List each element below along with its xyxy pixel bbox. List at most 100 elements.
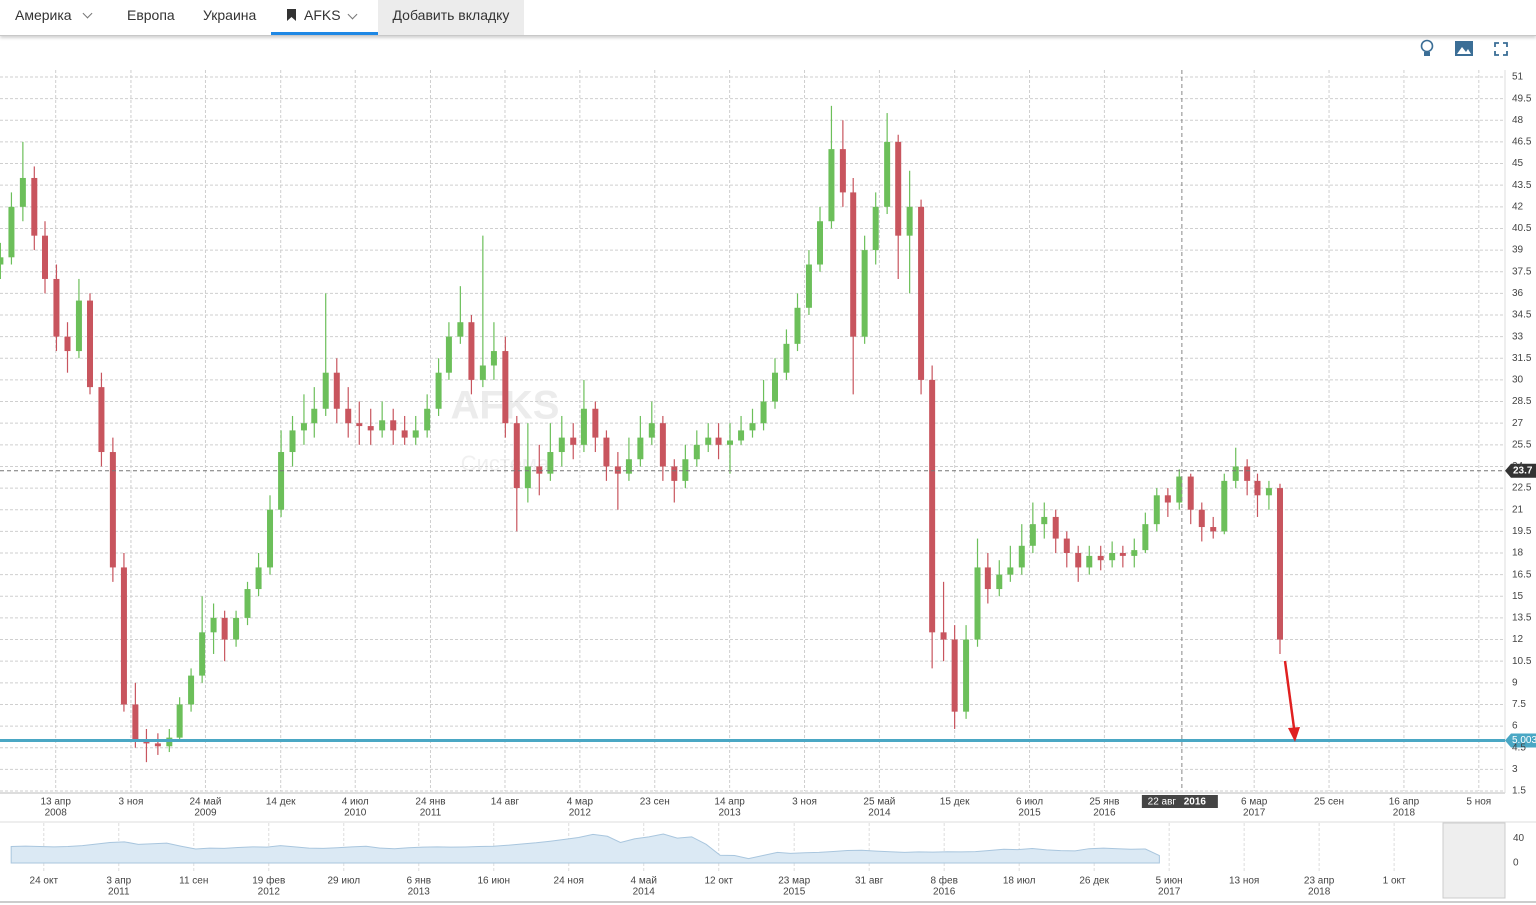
navigator-tick-label: 24 окт: [30, 876, 59, 887]
x-tick-year: 2012: [569, 808, 592, 819]
candle-body: [435, 372, 442, 409]
candle-body: [42, 235, 49, 279]
bookmark-icon: [287, 9, 296, 21]
fullscreen-button[interactable]: [1494, 42, 1508, 56]
y-tick-label: 7.5: [1512, 699, 1526, 710]
y-tick-label: 22.5: [1512, 483, 1532, 494]
candle-body: [53, 278, 60, 337]
candle-body: [1244, 466, 1251, 481]
navigator-tick-label: 3 апр: [106, 876, 131, 887]
y-tick-label: 37.5: [1512, 266, 1532, 277]
candle-body: [333, 372, 340, 409]
navigator-tick-year: 2013: [408, 887, 431, 898]
candle-body: [648, 423, 655, 438]
candle-body: [794, 307, 801, 344]
candle-body: [547, 452, 554, 474]
candle-body: [592, 408, 599, 438]
navigator-tick-label: 6 янв: [406, 876, 431, 887]
candle-body: [1052, 516, 1059, 539]
navigator-y-label: 0: [1513, 858, 1519, 869]
candle-body: [1097, 555, 1104, 561]
candle-body: [513, 423, 520, 489]
candle-body: [1086, 555, 1093, 568]
candle-body: [210, 617, 217, 633]
y-tick-label: 21: [1512, 504, 1524, 515]
x-tick-label: 6 мар: [1241, 797, 1268, 808]
marks-layer: [0, 105, 1283, 864]
candle-body: [445, 336, 452, 373]
candle-body: [906, 206, 913, 236]
tab[interactable]: Украина: [203, 0, 256, 35]
navigator-tick-year: 2016: [933, 887, 956, 898]
candle-body: [8, 206, 15, 258]
navigator-area: [10, 833, 1160, 864]
candle-body: [984, 567, 991, 590]
navigator-tick-label: 11 сен: [179, 876, 208, 887]
idea-button[interactable]: [1420, 39, 1434, 57]
x-tick-label: 4 мар: [567, 797, 594, 808]
candle-body: [233, 617, 240, 640]
y-tick-label: 19.5: [1512, 526, 1532, 537]
candle-body: [0, 257, 4, 265]
candle-body: [1029, 524, 1036, 546]
y-tick-label: 25.5: [1512, 439, 1532, 450]
add-tab-button[interactable]: Добавить вкладку: [378, 0, 524, 35]
tab-label: Европа: [127, 7, 175, 23]
candle-body: [839, 149, 846, 193]
y-tick-label: 10.5: [1512, 656, 1532, 667]
x-tick-label: 4 июл: [342, 797, 369, 808]
candle-body: [1221, 480, 1228, 532]
candle-body: [861, 250, 868, 337]
navigator-tick-year: 2011: [108, 887, 130, 898]
last-price-marker: [1505, 463, 1536, 478]
y-tick-label: 48: [1512, 115, 1524, 126]
y-tick-label: 12: [1512, 634, 1524, 645]
tab-label: Украина: [203, 7, 257, 23]
candle-body: [1018, 545, 1025, 568]
candle-body: [278, 452, 285, 510]
candle-body: [1176, 476, 1183, 503]
y-tick-label: 18: [1512, 548, 1524, 559]
candle-body: [1232, 466, 1239, 481]
x-tick-label: 14 авг: [491, 797, 520, 808]
candle-body: [760, 401, 767, 424]
candle-body: [289, 430, 296, 453]
candle-body: [1063, 538, 1070, 553]
candle-body: [772, 372, 779, 402]
candle-body: [637, 437, 644, 460]
x-tick-year: 2011: [420, 808, 442, 819]
candle-body: [1187, 476, 1194, 510]
y-tick-label: 49.5: [1512, 93, 1532, 104]
candle-body: [996, 574, 1003, 590]
y-tick-label: 34.5: [1512, 310, 1532, 321]
snapshot-button[interactable]: [1455, 41, 1473, 56]
active-tab[interactable]: AFKS: [271, 0, 378, 35]
x-tick-year: 2015: [1018, 808, 1041, 819]
x-tick-year: 2017: [1243, 808, 1266, 819]
candle-body: [267, 509, 274, 568]
tab[interactable]: Европа: [127, 0, 175, 35]
candle-body: [1142, 524, 1149, 551]
x-tick-label: 3 ноя: [119, 797, 144, 808]
candle-body: [132, 704, 139, 741]
candle-body: [614, 466, 621, 474]
x-tick-label: 16 апр: [1389, 797, 1420, 808]
x-tick-year: 2008: [45, 808, 68, 819]
tab[interactable]: Америка: [15, 0, 93, 35]
y-tick-label: 28.5: [1512, 396, 1532, 407]
x-tick-year: 2014: [868, 808, 891, 819]
navigator-tick-label: 18 июл: [1003, 876, 1036, 887]
candle-body: [705, 437, 712, 445]
navigator-window[interactable]: [1442, 822, 1506, 899]
candle-body: [850, 192, 857, 337]
candle-body: [412, 430, 419, 438]
candle-body: [929, 379, 936, 633]
candle-body: [75, 300, 82, 352]
x-tick-label: 24 май: [189, 797, 221, 808]
last-price-label: 23.7: [1513, 465, 1533, 476]
x-tick-year: 2010: [344, 808, 367, 819]
y-tick-label: 27: [1512, 418, 1524, 429]
candle-body: [379, 420, 386, 431]
y-tick-label: 43.5: [1512, 180, 1532, 191]
candle-body: [524, 466, 531, 489]
